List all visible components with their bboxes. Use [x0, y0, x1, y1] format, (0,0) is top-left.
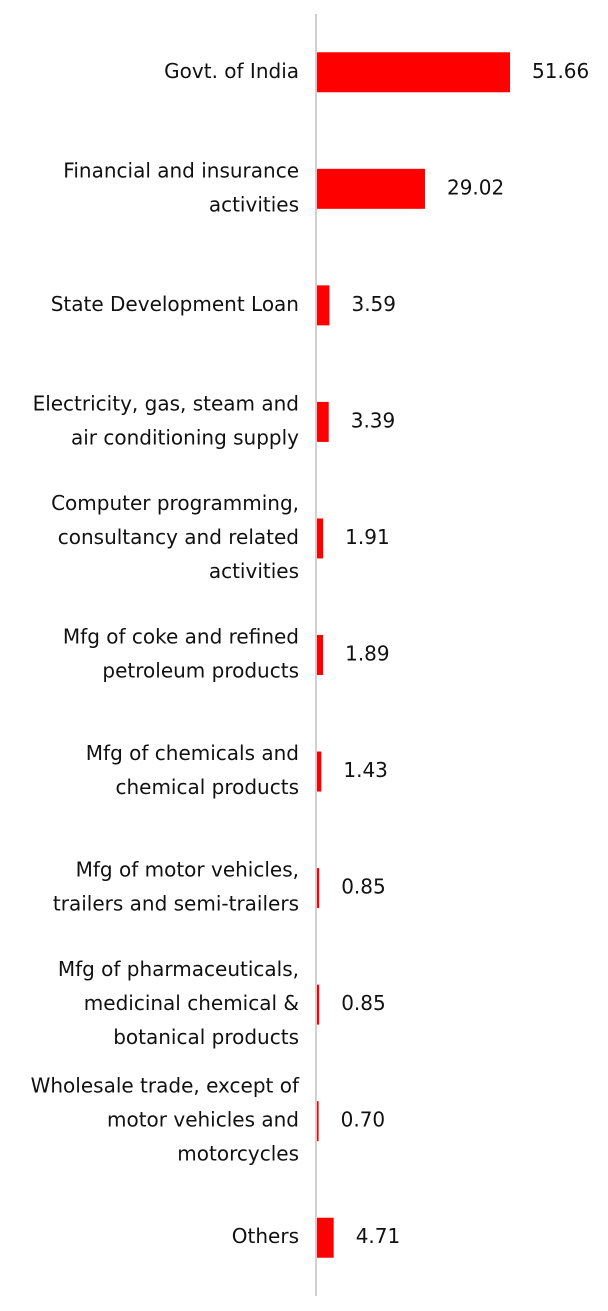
bar-5 — [316, 635, 324, 675]
category-label-8-line-0: Mfg of pharmaceuticals, — [58, 957, 299, 981]
category-label-6: Mfg of chemicals and chemical products — [86, 741, 299, 799]
bar-3 — [316, 401, 329, 442]
category-label-2: State Development Loan — [51, 292, 299, 316]
bar-9 — [316, 1101, 319, 1142]
value-label-5: 1.89 — [345, 642, 390, 666]
bar-10 — [316, 1217, 334, 1258]
bar-6 — [316, 751, 322, 792]
category-label-1: Financial and insurance activities — [63, 158, 299, 216]
labels-layer: 51.66 Govt. of India 29.02 Financial and in… — [31, 59, 590, 1248]
bar-2 — [316, 285, 330, 326]
value-label-7: 0.85 — [341, 875, 386, 899]
bar-0 — [316, 52, 510, 93]
category-label-5-line-1: petroleum products — [102, 659, 299, 683]
category-label-8: Mfg of pharmaceuticals, medicinal chemica… — [58, 957, 299, 1049]
category-label-4: Computer programming, consultancy and rel… — [51, 491, 299, 583]
category-label-4-line-1: consultancy and related — [58, 525, 299, 549]
category-label-2-line-0: State Development Loan — [51, 292, 299, 316]
category-label-3-line-1: air conditioning supply — [71, 425, 299, 449]
bar-1 — [316, 168, 425, 209]
category-label-0: Govt. of India — [164, 59, 299, 83]
category-label-9-line-1: motor vehicles and — [107, 1108, 299, 1132]
category-label-6-line-1: chemical products — [115, 775, 299, 799]
value-label-3: 3.39 — [351, 408, 396, 432]
category-label-4-line-0: Computer programming, — [51, 491, 299, 515]
category-label-4-line-2: activities — [209, 559, 299, 583]
category-label-1-line-1: activities — [209, 192, 299, 216]
value-label-8: 0.85 — [341, 991, 386, 1015]
category-label-10: Others — [232, 1224, 299, 1248]
category-label-7: Mfg of motor vehicles, trailers and semi-… — [53, 858, 299, 916]
category-label-7-line-0: Mfg of motor vehicles, — [76, 858, 299, 882]
value-label-9: 0.70 — [341, 1108, 386, 1132]
value-label-10: 4.71 — [356, 1224, 401, 1248]
category-label-6-line-0: Mfg of chemicals and — [86, 741, 299, 765]
category-label-3-line-0: Electricity, gas, steam and — [33, 391, 299, 415]
bar-7 — [316, 868, 320, 909]
value-label-6: 1.43 — [343, 758, 388, 782]
value-label-2: 3.59 — [351, 292, 396, 316]
category-label-9: Wholesale trade, except of motor vehicles… — [31, 1074, 300, 1166]
category-label-8-line-2: botanical products — [113, 1025, 299, 1049]
category-label-3: Electricity, gas, steam and air condition… — [33, 391, 300, 449]
category-label-9-line-0: Wholesale trade, except of — [31, 1074, 300, 1098]
category-label-1-line-0: Financial and insurance — [63, 158, 299, 182]
value-label-0: 51.66 — [532, 59, 589, 83]
category-label-8-line-1: medicinal chemical & — [84, 991, 299, 1015]
category-label-5: Mfg of coke and refined petroleum product… — [63, 625, 299, 683]
value-label-4: 1.91 — [345, 525, 390, 549]
category-label-5-line-0: Mfg of coke and refined — [63, 625, 299, 649]
bars-layer — [316, 52, 510, 1258]
category-label-7-line-1: trailers and semi-trailers — [53, 892, 299, 916]
category-label-0-line-0: Govt. of India — [164, 59, 299, 83]
category-label-10-line-0: Others — [232, 1224, 299, 1248]
category-label-9-line-2: motorcycles — [177, 1142, 299, 1166]
bar-8 — [316, 984, 320, 1025]
bar-4 — [316, 518, 324, 559]
value-label-1: 29.02 — [447, 175, 504, 199]
